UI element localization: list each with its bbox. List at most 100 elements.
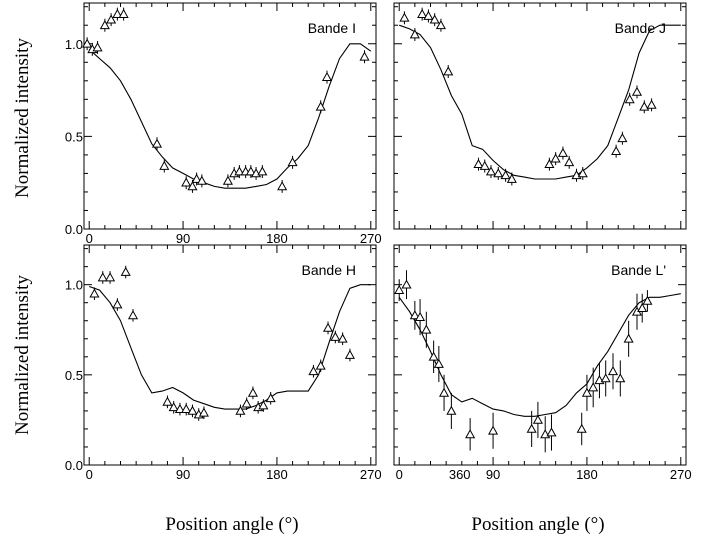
data-point-h xyxy=(127,309,139,322)
data-point-i xyxy=(106,13,117,27)
y-tick-label-h: 0.0 xyxy=(65,458,83,473)
x-tick-label-lprime: 270 xyxy=(670,467,692,482)
data-point-lprime xyxy=(394,279,405,301)
x-axis-label-left: Position angle (°) xyxy=(165,514,298,535)
plot-frame-j xyxy=(393,2,687,230)
data-point-i xyxy=(99,18,110,32)
data-point-i xyxy=(112,7,123,21)
y-axis-label-bottom: Normalized intensity xyxy=(12,275,33,435)
data-point-j xyxy=(639,100,650,114)
data-point-j xyxy=(557,146,568,160)
band-label-h: Bande H xyxy=(302,262,356,278)
data-point-i xyxy=(315,100,326,114)
x-tick-label-h: 0 xyxy=(86,467,93,482)
data-point-h xyxy=(97,271,108,284)
x-tick-label-i: 90 xyxy=(176,231,190,246)
data-point-i xyxy=(92,40,103,54)
data-point-j xyxy=(577,166,588,180)
data-point-j xyxy=(485,165,497,179)
band-label-lprime: Bande L' xyxy=(611,262,666,278)
data-point-lprime xyxy=(428,340,439,374)
y-axis-label-top: Normalized intensity xyxy=(12,38,33,198)
data-point-j xyxy=(631,85,643,99)
data-point-j xyxy=(479,159,490,173)
x-tick-label-lprime: 180 xyxy=(576,467,598,482)
data-point-j xyxy=(617,131,628,145)
data-point-j xyxy=(399,11,410,25)
data-point-lprime xyxy=(642,290,653,312)
data-point-lprime xyxy=(488,412,499,449)
panel-bande-i: 0 90 180 270 0.0 0.5 1.0 Bande I xyxy=(65,2,382,246)
data-point-lprime xyxy=(588,367,599,408)
data-point-lprime xyxy=(623,320,634,357)
data-point-j xyxy=(550,152,561,166)
x-tick-label-i: 270 xyxy=(360,231,382,246)
x-tick-label-i: 180 xyxy=(266,231,288,246)
band-label-j: Bande J xyxy=(615,20,666,36)
data-point-j xyxy=(646,98,657,112)
data-point-h xyxy=(187,404,198,418)
data-point-h xyxy=(247,386,258,400)
data-point-h xyxy=(322,321,334,335)
data-point-i xyxy=(151,137,163,151)
data-point-i xyxy=(159,159,170,173)
data-point-h xyxy=(308,364,319,378)
x-tick-label-lprime: 90 xyxy=(486,467,500,482)
x-tick-label-i: 0 xyxy=(86,231,93,246)
data-point-j xyxy=(493,166,504,180)
panel-bande-lprime: 0 360 90 180 270 Bande L' xyxy=(393,244,692,482)
panel-bande-h: 0 90 180 270 0.0 0.5 1.0 Bande H xyxy=(65,244,382,482)
data-point-i xyxy=(234,165,245,179)
x-axis-label-right: Position angle (°) xyxy=(471,514,604,535)
y-tick-label-i: 0.5 xyxy=(65,129,83,144)
data-point-j xyxy=(417,7,428,21)
data-point-h xyxy=(235,404,246,418)
data-point-j xyxy=(506,172,517,186)
data-point-j xyxy=(624,92,635,106)
data-point-i xyxy=(257,165,268,179)
data-point-h xyxy=(337,332,348,346)
data-point-j xyxy=(435,18,446,32)
data-point-h xyxy=(241,397,252,410)
model-curve-lprime xyxy=(398,293,681,417)
data-point-lprime xyxy=(600,360,611,397)
data-point-h xyxy=(198,406,209,420)
x-tick-label-lprime: 360 xyxy=(449,467,471,482)
plot-frame-lprime xyxy=(393,244,687,466)
data-point-h xyxy=(344,348,355,362)
data-point-lprime xyxy=(446,392,457,429)
panel-bande-j: Bande J xyxy=(393,2,687,230)
y-tick-label-i: 0.0 xyxy=(65,222,83,237)
data-point-h xyxy=(105,271,116,284)
data-point-h xyxy=(181,402,192,416)
data-point-h xyxy=(162,395,173,409)
data-point-lprime xyxy=(581,374,592,411)
x-tick-label-h: 90 xyxy=(176,467,190,482)
data-point-h xyxy=(174,402,185,416)
plot-frame-i xyxy=(83,2,377,230)
data-point-h xyxy=(112,298,123,311)
x-tick-label-h: 180 xyxy=(266,467,288,482)
plot-frame-h xyxy=(83,244,377,466)
data-point-i xyxy=(118,7,129,21)
data-point-lprime xyxy=(607,353,619,390)
data-point-lprime xyxy=(433,345,444,383)
data-point-i xyxy=(181,176,192,190)
data-point-h xyxy=(168,400,179,414)
data-point-h xyxy=(89,287,100,300)
data-point-i xyxy=(191,172,202,186)
data-point-lprime xyxy=(615,360,626,397)
data-point-j xyxy=(611,144,622,158)
data-point-lprime xyxy=(546,414,557,451)
data-point-j xyxy=(500,168,511,182)
data-point-i xyxy=(321,70,333,84)
data-point-lprime xyxy=(401,270,412,300)
y-tick-label-h: 1.0 xyxy=(65,278,83,293)
data-point-lprime xyxy=(415,299,426,336)
band-label-i: Bande I xyxy=(308,20,356,36)
x-tick-label-h: 270 xyxy=(360,467,382,482)
data-point-i xyxy=(277,179,288,193)
data-point-h xyxy=(315,359,326,373)
data-point-j xyxy=(443,65,454,79)
